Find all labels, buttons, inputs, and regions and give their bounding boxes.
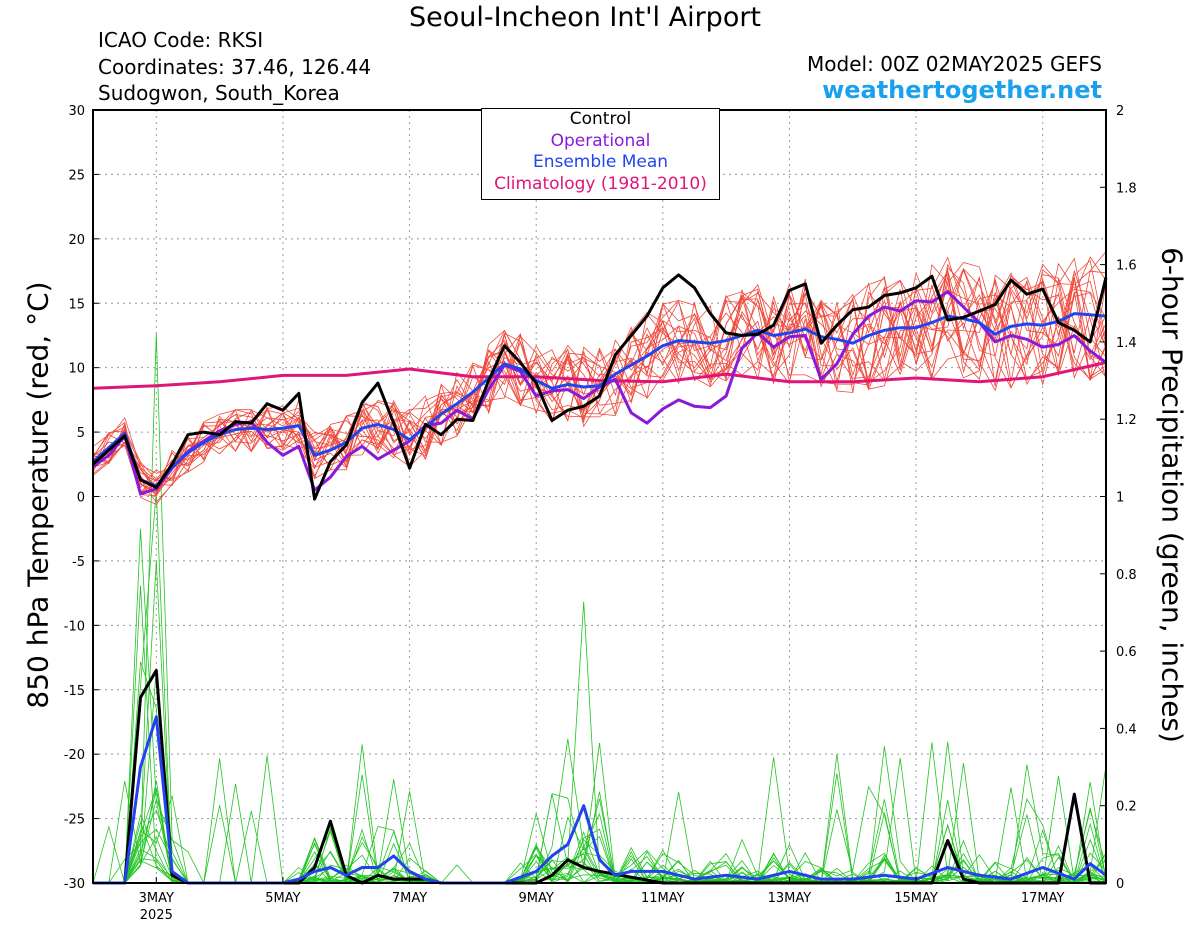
legend-item-climatology: Climatology (1981-2010) [494, 173, 707, 194]
y2-tick-label: 0.8 [1116, 568, 1137, 583]
y-tick-label: 25 [68, 168, 85, 183]
legend-item-operational: Operational [550, 130, 651, 151]
precip-member-line [93, 661, 1107, 884]
legend-item-control: Control [569, 109, 632, 129]
legend-item-ensemble-mean: Ensemble Mean [532, 152, 669, 172]
y-tick-label: -25 [64, 813, 85, 828]
x-tick-label: 5MAY [265, 891, 300, 906]
precip-member-line [93, 490, 1107, 884]
precip-member-line [93, 669, 1107, 884]
precip-member-line [93, 743, 1107, 884]
icao-code: ICAO Code: RKSI [98, 28, 264, 52]
y2-tick-label: 0.4 [1116, 722, 1137, 737]
y2-tick-label: 1 [1116, 491, 1124, 506]
y-tick-label: -10 [64, 619, 85, 634]
precip-member-line [93, 742, 1107, 884]
precip-member-line [93, 560, 1107, 884]
precip-member-line [93, 528, 1107, 884]
climatology-line [92, 361, 1107, 390]
x-tick-label: 17MAY [1021, 891, 1065, 906]
y2-tick-label: 1.6 [1116, 259, 1137, 274]
temperature-member-line [92, 251, 1107, 497]
y-tick-label: 5 [77, 426, 85, 441]
coordinates: Coordinates: 37.46, 126.44 [98, 55, 372, 79]
control-temperature-line [91, 273, 1108, 501]
temperature-member-line [92, 272, 1107, 493]
y-tick-label: 0 [77, 491, 85, 506]
precip-member-line [93, 758, 1107, 884]
location: Sudogwon, South_Korea [98, 81, 340, 105]
x-tick-sublabel: 2025 [140, 908, 173, 923]
y-tick-label: 10 [68, 362, 85, 377]
y-tick-label: 30 [68, 104, 85, 119]
y-tick-label: -30 [64, 877, 85, 892]
y-tick-label: -5 [72, 555, 85, 570]
x-tick-label: 13MAY [768, 891, 812, 906]
x-tick-label: 15MAY [894, 891, 938, 906]
temperature-member-line [92, 256, 1107, 493]
x-tick-label: 11MAY [641, 891, 685, 906]
y2-tick-label: 0.2 [1116, 800, 1137, 815]
y-tick-label: -15 [64, 684, 85, 699]
precip-member-line [93, 764, 1107, 884]
y2-tick-label: 0.6 [1116, 645, 1137, 660]
chart-title: Seoul-Incheon Int'l Airport [408, 2, 762, 33]
site-link[interactable]: weathertogether.net [822, 76, 1102, 104]
model-run: Model: 00Z 02MAY2025 GEFS [807, 52, 1102, 76]
x-tick-label: 7MAY [392, 891, 427, 906]
control-precip-line [93, 668, 1106, 885]
temperature-member-line [92, 256, 1107, 488]
y2-tick-label: 1.8 [1116, 181, 1137, 196]
y2-tick-label: 1.4 [1116, 336, 1137, 351]
legend: Control Operational Ensemble Mean Climat… [481, 108, 720, 200]
temperature-member-line [92, 263, 1107, 486]
y2-tick-label: 2 [1116, 104, 1124, 119]
y-tick-label: -20 [64, 748, 85, 763]
y2-tick-label: 1.2 [1116, 413, 1137, 428]
y2-tick-label: 0 [1116, 877, 1124, 892]
temperature-member-line [92, 262, 1107, 495]
y-tick-label: 15 [68, 297, 85, 312]
x-tick-label: 9MAY [519, 891, 554, 906]
y-tick-label: 20 [68, 233, 85, 248]
x-tick-label: 3MAY [139, 891, 174, 906]
ensemble-mean-temperature-line [92, 312, 1107, 488]
